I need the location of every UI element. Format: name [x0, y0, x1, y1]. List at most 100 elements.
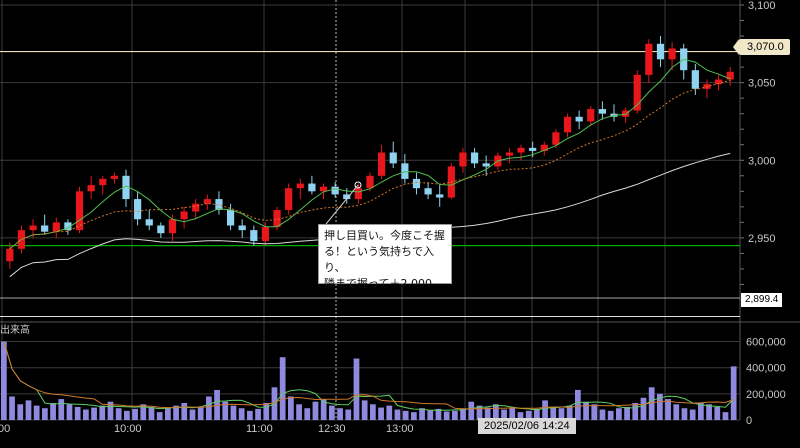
volume-bar	[698, 403, 704, 420]
current-price-tag: 3,070.0	[733, 39, 790, 55]
volume-bar	[140, 404, 147, 420]
candle-body	[87, 185, 95, 192]
candle-body	[575, 116, 583, 122]
candle-body	[714, 79, 723, 85]
price-tick-label: 3,000	[748, 155, 776, 167]
volume-bar	[247, 410, 253, 420]
candle-body	[192, 203, 200, 212]
volume-bar	[468, 401, 475, 420]
volume-tick-label: 200,000	[746, 389, 786, 401]
time-tick-label: 10:00	[114, 423, 142, 435]
volume-bar	[534, 408, 540, 420]
volume-bar	[197, 407, 204, 420]
candle-body	[308, 183, 316, 192]
volume-bar	[1, 341, 7, 420]
volume-bar	[681, 408, 688, 420]
volume-bar	[66, 404, 73, 420]
candle-body	[517, 147, 525, 153]
cursor-time-label: 2025/02/06 14:24	[478, 418, 576, 434]
candle-body	[726, 71, 734, 80]
candle-body	[645, 43, 653, 75]
volume-bar	[493, 404, 499, 420]
candle-body	[238, 225, 246, 231]
candle-body	[598, 109, 606, 114]
candle-body	[99, 178, 107, 186]
price-tick-label: 3,050	[748, 78, 776, 90]
volume-bar	[427, 410, 434, 420]
volume-bar	[42, 408, 48, 420]
volume-bar	[386, 405, 393, 420]
volume-bar	[714, 406, 721, 420]
volume-bar	[550, 406, 557, 420]
time-tick-label: 13:00	[386, 423, 414, 435]
candle-body	[354, 188, 362, 200]
volume-bar	[206, 396, 212, 420]
candle-body	[215, 199, 223, 210]
candle-body	[29, 225, 37, 231]
candle-body	[691, 70, 699, 89]
volume-bar	[33, 405, 40, 420]
low-price-tag: 2,899.4	[741, 293, 783, 307]
volume-bar	[25, 400, 32, 420]
candle-body	[563, 116, 572, 133]
volume-bar	[9, 396, 15, 420]
candle-body	[273, 209, 281, 228]
candle-body	[64, 222, 72, 231]
volume-bar	[673, 404, 680, 420]
candle-body	[633, 74, 641, 111]
time-tick-label: 00	[0, 423, 10, 435]
time-tick-label: 12:30	[318, 423, 346, 435]
price-tick-label: 2,950	[748, 233, 776, 245]
candle-body	[412, 178, 421, 189]
volume-bar	[730, 366, 737, 420]
volume-bar	[83, 409, 89, 420]
volume-bar	[288, 396, 294, 420]
volume-bar	[501, 409, 507, 420]
volume-bar	[296, 404, 302, 420]
volume-bar	[452, 410, 458, 420]
volume-bar	[263, 403, 270, 420]
candle-body	[285, 188, 293, 210]
volume-bar	[525, 410, 532, 420]
volume-ma-mid	[3, 341, 734, 410]
volume-bar	[665, 399, 671, 420]
volume-bar	[419, 408, 425, 420]
volume-bar	[132, 408, 138, 420]
volume-bar	[148, 406, 155, 420]
volume-bar	[509, 408, 516, 420]
volume-bar	[255, 408, 261, 420]
volume-bar	[189, 409, 196, 420]
volume-bar	[706, 404, 712, 420]
candle-body	[552, 132, 560, 145]
volume-bar	[411, 412, 417, 420]
volume-bar	[238, 408, 245, 420]
candle-body	[424, 188, 432, 195]
candle-body	[250, 230, 258, 241]
candle-body	[389, 152, 397, 164]
volume-bar	[312, 401, 319, 420]
volume-bar	[17, 404, 24, 420]
candle-body	[470, 152, 479, 164]
volume-bar	[648, 387, 655, 420]
candle-body	[134, 199, 142, 220]
volume-panel-title: 出来高	[0, 323, 30, 336]
volume-bar	[99, 405, 106, 420]
entry-marker	[354, 181, 362, 189]
candle-body	[180, 211, 188, 220]
candle-body	[343, 194, 351, 200]
volume-bar	[435, 408, 442, 420]
volume-bar	[657, 393, 663, 420]
volume-bar	[165, 408, 171, 420]
candle-body	[75, 191, 84, 231]
volume-bar	[156, 412, 163, 420]
candle-body	[52, 222, 60, 232]
candle-body	[436, 194, 444, 198]
volume-bar	[517, 412, 524, 420]
volume-bar	[394, 409, 401, 420]
candle-body	[296, 183, 304, 189]
price-tick-label: 3,100	[748, 0, 776, 12]
candle-body	[540, 144, 548, 151]
volume-bar	[222, 401, 229, 420]
candle-body	[145, 219, 153, 226]
volume-bar	[542, 400, 548, 420]
